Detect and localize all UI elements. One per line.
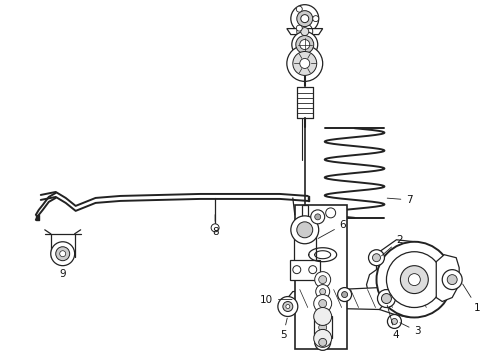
Text: 8: 8 (212, 215, 219, 237)
Bar (290, 260, 319, 280)
Circle shape (296, 25, 302, 31)
Bar (294, 230, 316, 270)
Circle shape (297, 222, 313, 238)
Circle shape (447, 275, 457, 285)
Circle shape (400, 266, 428, 293)
Circle shape (326, 208, 336, 218)
Circle shape (286, 305, 290, 309)
Circle shape (387, 252, 442, 307)
Text: 9: 9 (59, 269, 66, 279)
Polygon shape (436, 255, 459, 302)
Text: 6: 6 (318, 220, 346, 238)
Bar (314, 316, 332, 338)
Circle shape (291, 216, 318, 244)
Bar (302, 205, 308, 230)
Circle shape (311, 210, 325, 224)
Circle shape (316, 309, 330, 323)
Circle shape (368, 250, 385, 266)
Circle shape (309, 266, 317, 274)
Circle shape (318, 338, 327, 346)
Text: 7: 7 (387, 195, 413, 205)
Circle shape (51, 242, 74, 266)
Polygon shape (285, 288, 385, 311)
Circle shape (318, 300, 327, 307)
Circle shape (315, 319, 331, 336)
Circle shape (300, 58, 310, 68)
Circle shape (392, 319, 397, 324)
Circle shape (313, 15, 318, 22)
Circle shape (315, 272, 331, 288)
Circle shape (293, 51, 317, 75)
Circle shape (372, 254, 380, 262)
Circle shape (296, 6, 302, 12)
Circle shape (408, 274, 420, 285)
Circle shape (318, 276, 327, 284)
Circle shape (314, 307, 332, 325)
Circle shape (292, 32, 318, 58)
Polygon shape (287, 28, 323, 35)
Circle shape (315, 214, 321, 220)
Circle shape (283, 302, 293, 311)
Text: 4: 4 (387, 305, 399, 341)
Circle shape (56, 247, 70, 261)
Circle shape (342, 292, 347, 298)
Text: 10: 10 (260, 294, 292, 305)
Circle shape (318, 323, 327, 332)
Circle shape (211, 224, 219, 232)
Circle shape (382, 293, 392, 303)
Circle shape (376, 242, 452, 318)
Circle shape (316, 285, 330, 298)
Circle shape (297, 11, 313, 27)
Circle shape (315, 334, 331, 350)
Circle shape (319, 312, 326, 319)
Circle shape (287, 45, 323, 81)
Circle shape (300, 40, 310, 50)
Circle shape (314, 294, 332, 312)
Circle shape (377, 289, 395, 307)
Polygon shape (367, 240, 436, 318)
Circle shape (301, 28, 309, 36)
Circle shape (293, 266, 301, 274)
Circle shape (296, 36, 314, 54)
Circle shape (442, 270, 462, 289)
Circle shape (388, 315, 401, 328)
Circle shape (291, 5, 318, 32)
Circle shape (314, 329, 332, 347)
Circle shape (338, 288, 352, 302)
Circle shape (319, 289, 326, 294)
Text: 1: 1 (463, 284, 481, 312)
Circle shape (301, 15, 309, 23)
Text: 5: 5 (280, 318, 287, 341)
Bar (295, 205, 346, 349)
Circle shape (60, 251, 66, 257)
Text: 3: 3 (400, 323, 421, 336)
Circle shape (278, 297, 298, 316)
Text: 2: 2 (382, 235, 403, 256)
